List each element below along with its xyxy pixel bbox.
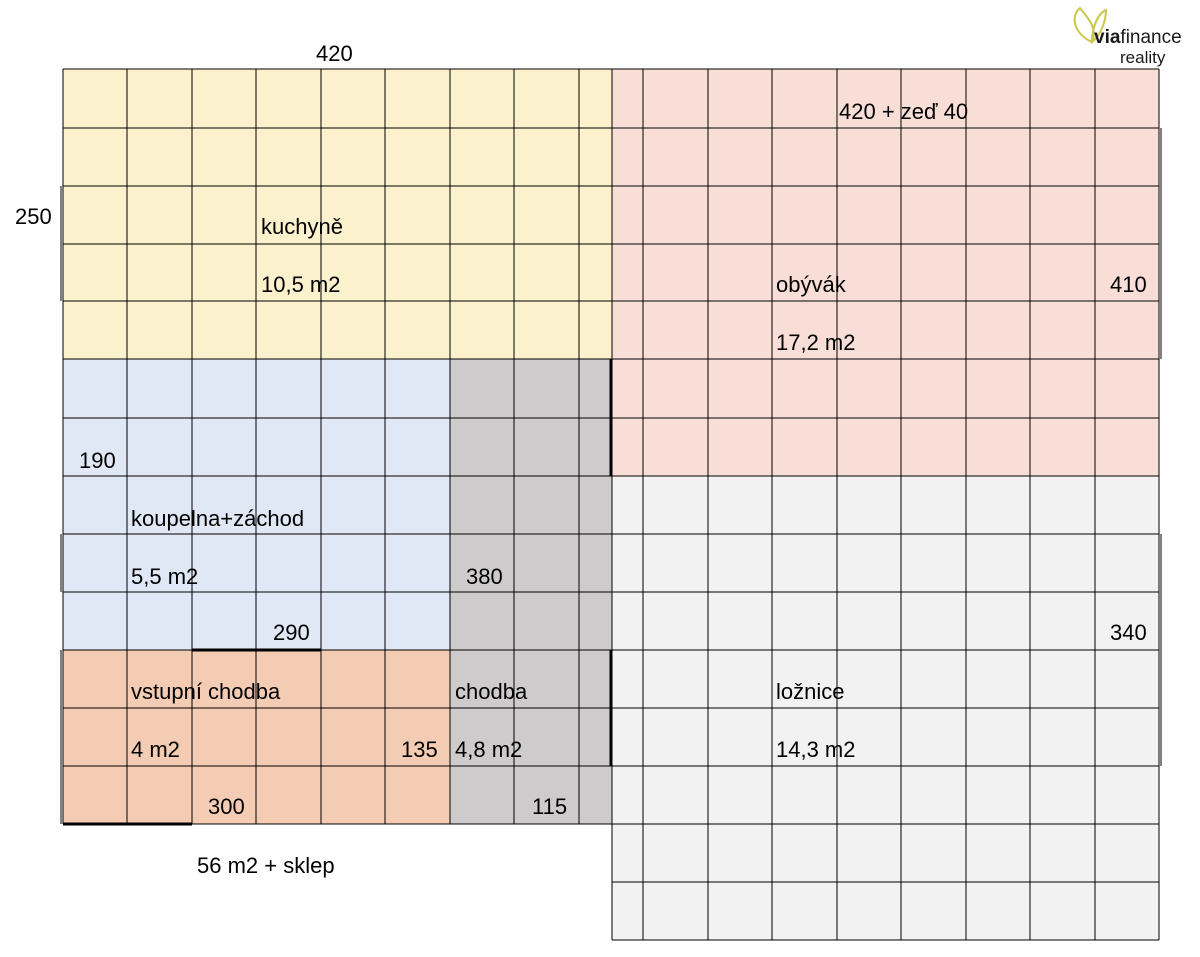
dim-corridor-length: 380	[466, 564, 503, 589]
dim-bathroom-height: 190	[79, 448, 116, 473]
total-area-label: 56 m2 + sklep	[197, 853, 335, 878]
logo-brand-bold: via	[1094, 27, 1121, 48]
room-name-bathroom: koupelna+záchod	[131, 506, 304, 531]
corridor-upper-area	[450, 359, 612, 650]
room-area-bedroom: 14,3 m2	[776, 737, 856, 762]
dim-top-width: 420	[316, 41, 353, 66]
room-area-living: 17,2 m2	[776, 330, 856, 355]
room-name-kitchen: kuchyně	[261, 214, 343, 239]
dim-entrance-width: 300	[208, 794, 245, 819]
logo-leaf-icon	[1073, 6, 1108, 45]
room-area-entrance: 4 m2	[131, 737, 180, 762]
room-area-bathroom: 5,5 m2	[131, 564, 198, 589]
dim-bathroom-width: 290	[273, 620, 310, 645]
dim-bedroom-height: 340	[1110, 620, 1147, 645]
dimension-labels: 420 250 420 + zeď 40 410 190 380 290 340…	[15, 41, 1147, 819]
logo-brand: viafinance	[1094, 27, 1182, 48]
dim-entrance-height: 135	[401, 737, 438, 762]
room-labels: kuchyně 10,5 m2 obývák 17,2 m2 koupelna+…	[131, 214, 856, 762]
wall-markers	[63, 359, 613, 826]
dim-living-width: 420 + zeď 40	[839, 99, 968, 124]
room-name-living: obývák	[776, 272, 847, 297]
room-name-entrance: vstupní chodba	[131, 679, 281, 704]
room-area-kitchen: 10,5 m2	[261, 272, 341, 297]
dim-corridor-width: 115	[532, 794, 567, 819]
logo-subtitle: reality	[1120, 48, 1166, 67]
kitchen-area	[63, 69, 612, 359]
grid-lines	[60, 68, 1162, 941]
room-name-corridor: chodba	[455, 679, 528, 704]
dim-living-height: 410	[1110, 272, 1147, 297]
room-area-corridor: 4,8 m2	[455, 737, 522, 762]
living-room-area	[612, 69, 1159, 476]
company-logo: viafinance reality	[1073, 6, 1182, 67]
dim-kitchen-height: 250	[15, 204, 52, 229]
corridor-lower-area	[450, 650, 612, 824]
room-name-bedroom: ložnice	[776, 679, 844, 704]
logo-brand-light: finance	[1120, 27, 1181, 48]
